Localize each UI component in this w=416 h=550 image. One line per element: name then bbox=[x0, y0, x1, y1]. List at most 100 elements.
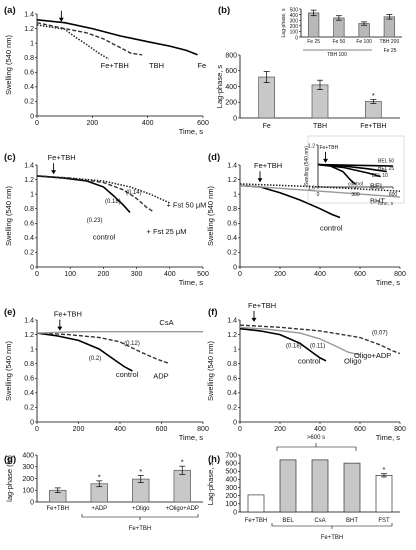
x-tick-label: 0 bbox=[238, 426, 242, 433]
y-axis-label: Swelling (540 nm) bbox=[304, 146, 310, 186]
arrow-head bbox=[257, 178, 263, 183]
series-line-bel bbox=[239, 183, 401, 192]
y-tick-label: 300 bbox=[290, 19, 299, 25]
y-tick-label: 400 bbox=[290, 13, 299, 19]
panel-label: (a) bbox=[4, 5, 16, 16]
panel-label: (d) bbox=[208, 152, 220, 163]
category-label: Fe 100 bbox=[356, 39, 372, 45]
y-tick-label: 100 bbox=[22, 488, 34, 495]
y-tick-label: 0 bbox=[295, 35, 298, 41]
x-tick-label: 300 bbox=[131, 271, 143, 278]
series-label: BEL 25 bbox=[378, 166, 394, 172]
rate-label: (0.2) bbox=[89, 356, 101, 362]
y-axis-label: Swelling (540 nm) bbox=[4, 340, 13, 401]
y-tick-label: 200 bbox=[225, 493, 237, 500]
inset-group-label: TBH 100 bbox=[327, 52, 347, 58]
x-tick-label: 600 bbox=[197, 120, 209, 127]
panel-b: 0 200 400 600 800 Fe TBH * Fe+TBH Lag-phase, s (b) bbox=[215, 5, 400, 130]
category-label: Fe bbox=[263, 123, 271, 130]
y-tick-label: 0.2 bbox=[24, 405, 34, 412]
panel-label: (f) bbox=[208, 307, 218, 318]
bar-fe-50 bbox=[333, 17, 345, 38]
y-tick-label: 0 bbox=[30, 264, 34, 271]
rate-label: (0.18) bbox=[286, 344, 302, 350]
series-line-tbh bbox=[36, 22, 143, 56]
series-line-control bbox=[36, 332, 133, 372]
bar-bht bbox=[343, 462, 361, 513]
y-tick-label: 0 bbox=[30, 419, 34, 426]
y-tick-label: 1.4 bbox=[24, 317, 34, 324]
series-line-fe-tbh bbox=[36, 24, 110, 60]
series-label: BEL 10 bbox=[372, 173, 388, 179]
category-label: +ADP bbox=[91, 506, 107, 512]
y-tick-label: 1 bbox=[233, 191, 237, 198]
x-tick-label: 800 bbox=[394, 271, 406, 278]
x-tick-label: 400 bbox=[114, 426, 126, 433]
x-tick-label: 800 bbox=[394, 426, 406, 433]
x-tick-label: 200 bbox=[274, 426, 286, 433]
arrow-head bbox=[58, 17, 64, 22]
y-axis-label: Lag-phase, s bbox=[215, 65, 224, 109]
series-label: BEL 50 bbox=[378, 159, 394, 165]
series-label: Fe bbox=[197, 61, 206, 70]
y-tick-label: 0.2 bbox=[24, 99, 34, 106]
series-label: Oligo bbox=[344, 357, 362, 366]
y-tick-label: 0.2 bbox=[227, 405, 237, 412]
rate-label: (0.11) bbox=[310, 344, 325, 350]
series-label: + Fst 50 μM bbox=[166, 200, 206, 209]
y-tick-label: 200 bbox=[225, 100, 237, 107]
category-label: FST bbox=[378, 518, 390, 524]
x-axis-label: Time, s bbox=[179, 433, 204, 442]
x-axis-label: Time, s bbox=[179, 127, 204, 136]
significance-star: * bbox=[139, 467, 142, 476]
y-tick-label: 0 bbox=[233, 264, 237, 271]
y-tick-label: 0.8 bbox=[24, 361, 34, 368]
arrow-head bbox=[323, 158, 328, 163]
x-tick-label: 400 bbox=[314, 271, 326, 278]
category-label: Fe 25 bbox=[307, 39, 320, 45]
y-tick-label: 1.4 bbox=[227, 317, 237, 324]
x-tick-label: 400 bbox=[314, 426, 326, 433]
category-label: TBH 200 bbox=[380, 39, 400, 45]
panel-label: (b) bbox=[218, 5, 230, 16]
y-tick-label: 0.4 bbox=[24, 84, 34, 91]
y-tick-label: 1.4 bbox=[24, 11, 34, 18]
category-label: BEL bbox=[282, 518, 294, 524]
y-tick-label: 0 bbox=[233, 509, 237, 516]
series-label: ADP bbox=[153, 371, 168, 380]
y-axis-label: Swelling (540 nm) bbox=[206, 340, 215, 401]
category-label: +Oligo+ADP bbox=[166, 506, 199, 512]
group-label: Fe+TBH bbox=[129, 526, 152, 532]
inset-frame bbox=[307, 135, 405, 204]
y-tick-label: 1.2 bbox=[308, 143, 315, 149]
y-tick-label: 0.6 bbox=[24, 221, 34, 228]
y-tick-label: 200 bbox=[290, 24, 299, 30]
panel-c: 0 0.2 0.4 0.6 0.8 1 1.2 1.4 0 100 200 300 400 500Time… bbox=[4, 152, 209, 287]
y-axis-label: Swelling (540 nm) bbox=[206, 185, 215, 246]
series-label: control bbox=[320, 224, 343, 233]
y-tick-label: 0 bbox=[30, 499, 34, 506]
y-axis-label: Swelling (540 nm) bbox=[4, 185, 13, 246]
inset-group-label: Fe 25 bbox=[384, 48, 397, 54]
rate-label: (0.14) bbox=[126, 190, 142, 196]
y-tick-label: 1.4 bbox=[227, 162, 237, 169]
y-tick-label: 0.6 bbox=[227, 376, 237, 383]
panel-label: (e) bbox=[4, 307, 16, 318]
arrow-label: Fe+TBH bbox=[320, 145, 339, 151]
series-line-oligo bbox=[239, 326, 361, 356]
x-tick-label: 200 bbox=[86, 120, 98, 127]
y-tick-label: 1.2 bbox=[24, 26, 34, 33]
category-label: Fe 50 bbox=[332, 39, 345, 45]
category-label: TBH bbox=[313, 123, 327, 130]
y-tick-label: 1 bbox=[30, 40, 34, 47]
arrow-label: Fe+TBH bbox=[54, 310, 82, 319]
y-tick-label: 400 bbox=[22, 452, 34, 459]
x-tick-label: 0 bbox=[35, 271, 39, 278]
significance-star: * bbox=[383, 465, 386, 474]
category-label: Fe+TBH bbox=[245, 518, 268, 524]
